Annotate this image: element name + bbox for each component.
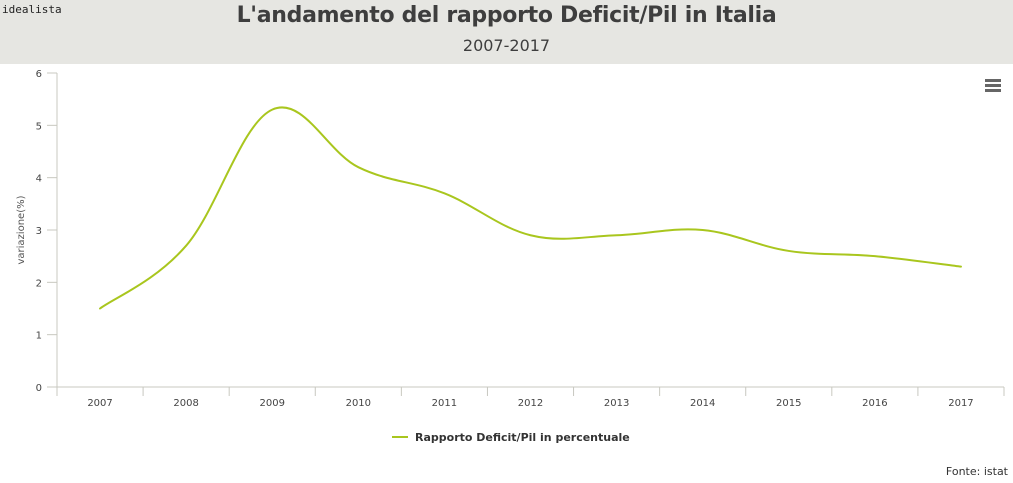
y-axis-title: variazione(%) xyxy=(16,195,27,264)
x-tick-label: 2007 xyxy=(87,398,112,409)
y-tick-label: 2 xyxy=(36,278,42,289)
x-tick-label: 2008 xyxy=(173,398,198,409)
y-axis: 0 1 2 3 4 5 6 xyxy=(36,69,58,394)
source-credits: Fonte: istat xyxy=(945,465,1008,478)
y-tick-label: 6 xyxy=(36,69,42,80)
x-tick-label: 2016 xyxy=(862,398,887,409)
y-tick-label: 3 xyxy=(36,226,42,237)
hamburger-menu-icon-bar xyxy=(985,89,1001,92)
series-group xyxy=(99,106,962,310)
y-tick-label: 0 xyxy=(36,383,42,394)
x-tick-label: 2009 xyxy=(260,398,285,409)
y-tick-label: 1 xyxy=(36,331,42,342)
chart-context-menu-button[interactable] xyxy=(982,77,1004,95)
x-tick-label: 2011 xyxy=(432,398,457,409)
chart-title: L'andamento del rapporto Deficit/Pil in … xyxy=(236,3,777,28)
legend-label: Rapporto Deficit/Pil in percentuale xyxy=(415,430,630,444)
x-tick-label: 2014 xyxy=(690,398,715,409)
x-axis: 2007 2008 2009 2010 2011 2012 2013 2014 2015 2016… xyxy=(56,386,1005,409)
y-tick-label: 5 xyxy=(36,121,42,132)
x-tick-label: 2010 xyxy=(346,398,371,409)
legend-swatch xyxy=(392,436,408,438)
legend-item[interactable]: Rapporto Deficit/Pil in percentuale xyxy=(392,428,630,446)
x-tick-label: 2017 xyxy=(948,398,973,409)
x-tick-label: 2015 xyxy=(776,398,801,409)
hamburger-menu-icon-bar xyxy=(985,84,1001,87)
brand-logo: idealista xyxy=(2,3,62,16)
y-tick-label: 4 xyxy=(36,174,42,185)
x-tick-label: 2013 xyxy=(604,398,629,409)
chart-header: idealista L'andamento del rapporto Defic… xyxy=(0,0,1013,64)
x-tick-label: 2012 xyxy=(518,398,543,409)
chart-subtitle: 2007-2017 xyxy=(462,36,551,55)
series-line xyxy=(99,106,962,310)
hamburger-menu-icon xyxy=(985,79,1001,82)
